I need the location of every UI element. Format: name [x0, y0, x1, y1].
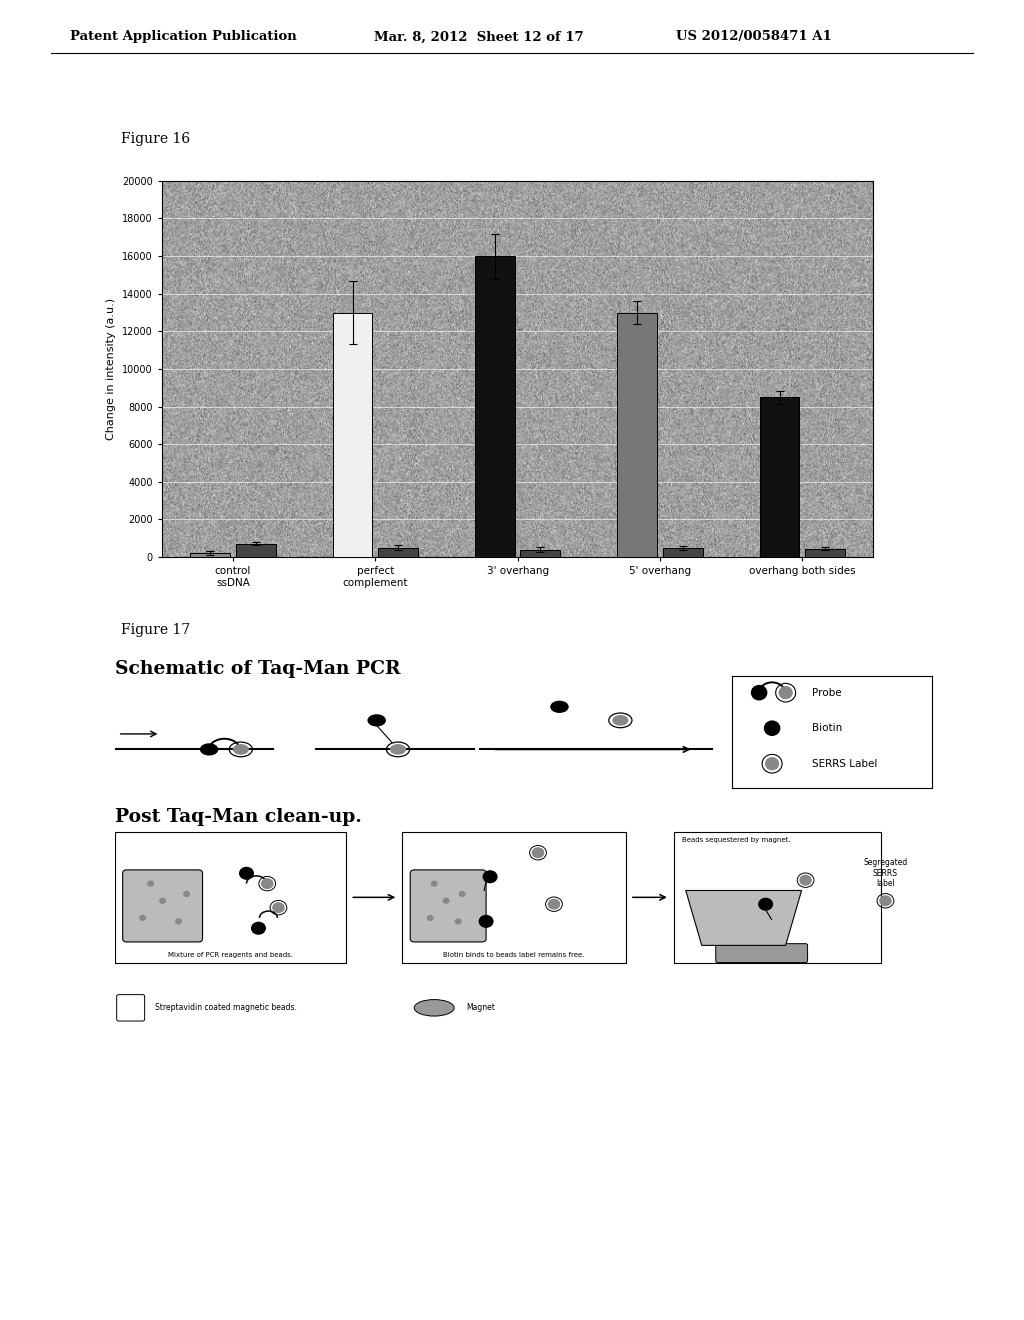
FancyBboxPatch shape [716, 944, 808, 962]
Circle shape [233, 744, 248, 754]
Circle shape [160, 899, 166, 903]
Text: Schematic of Taq-Man PCR: Schematic of Taq-Man PCR [115, 660, 400, 678]
Text: Patent Application Publication: Patent Application Publication [70, 30, 296, 44]
Bar [333, 313, 373, 557]
Polygon shape [686, 891, 802, 945]
Bar [617, 313, 657, 557]
Bar [402, 832, 626, 962]
Circle shape [765, 721, 779, 735]
Bar [190, 553, 230, 557]
Circle shape [140, 916, 145, 920]
FancyBboxPatch shape [411, 870, 486, 942]
Bar [236, 544, 275, 557]
Circle shape [766, 758, 778, 770]
Circle shape [262, 879, 272, 888]
Circle shape [532, 847, 544, 858]
Circle shape [779, 686, 793, 698]
Text: Segregated
SERRS
label: Segregated SERRS label [863, 858, 907, 888]
Bar [115, 832, 346, 962]
Text: Biotin binds to beads label remains free.: Biotin binds to beads label remains free… [443, 953, 585, 958]
Bar [520, 549, 560, 557]
Circle shape [252, 923, 265, 935]
Circle shape [752, 685, 767, 700]
Circle shape [147, 882, 154, 886]
Circle shape [427, 916, 433, 920]
Text: Streptavidin coated magnetic beads.: Streptavidin coated magnetic beads. [155, 1003, 297, 1012]
Text: SERRS Label: SERRS Label [812, 759, 878, 768]
Text: Mixture of PCR reagents and beads.: Mixture of PCR reagents and beads. [168, 953, 293, 958]
Circle shape [443, 899, 449, 903]
Circle shape [369, 715, 385, 726]
Circle shape [551, 701, 568, 713]
Bar [663, 548, 702, 557]
Bar [378, 548, 418, 557]
Circle shape [483, 871, 497, 883]
Text: Mar. 8, 2012  Sheet 12 of 17: Mar. 8, 2012 Sheet 12 of 17 [374, 30, 584, 44]
Circle shape [759, 899, 772, 909]
Text: Biotin: Biotin [812, 723, 843, 733]
Ellipse shape [414, 999, 455, 1016]
Bar [475, 256, 515, 557]
Text: US 2012/0058471 A1: US 2012/0058471 A1 [676, 30, 831, 44]
Bar [760, 397, 800, 557]
FancyBboxPatch shape [123, 870, 203, 942]
Text: Probe: Probe [812, 688, 842, 698]
Circle shape [880, 896, 891, 906]
Text: Magnet: Magnet [466, 1003, 495, 1012]
Y-axis label: Change in intensity (a.u.): Change in intensity (a.u.) [106, 298, 117, 440]
Circle shape [549, 899, 559, 909]
Text: Post Taq-Man clean-up.: Post Taq-Man clean-up. [115, 808, 361, 826]
Text: Figure 16: Figure 16 [121, 132, 190, 147]
Circle shape [613, 715, 628, 725]
Circle shape [800, 875, 811, 884]
Circle shape [456, 919, 461, 924]
Circle shape [240, 867, 253, 879]
Circle shape [201, 744, 218, 755]
Circle shape [183, 891, 189, 896]
Text: Beads sequestered by magnet.: Beads sequestered by magnet. [682, 837, 791, 843]
Circle shape [460, 891, 465, 896]
Circle shape [176, 919, 181, 924]
Bar [805, 549, 845, 557]
Text: Figure 17: Figure 17 [121, 623, 190, 638]
Circle shape [431, 882, 437, 886]
Bar [674, 832, 882, 962]
Circle shape [479, 916, 493, 927]
Circle shape [272, 903, 284, 912]
Circle shape [391, 744, 406, 754]
